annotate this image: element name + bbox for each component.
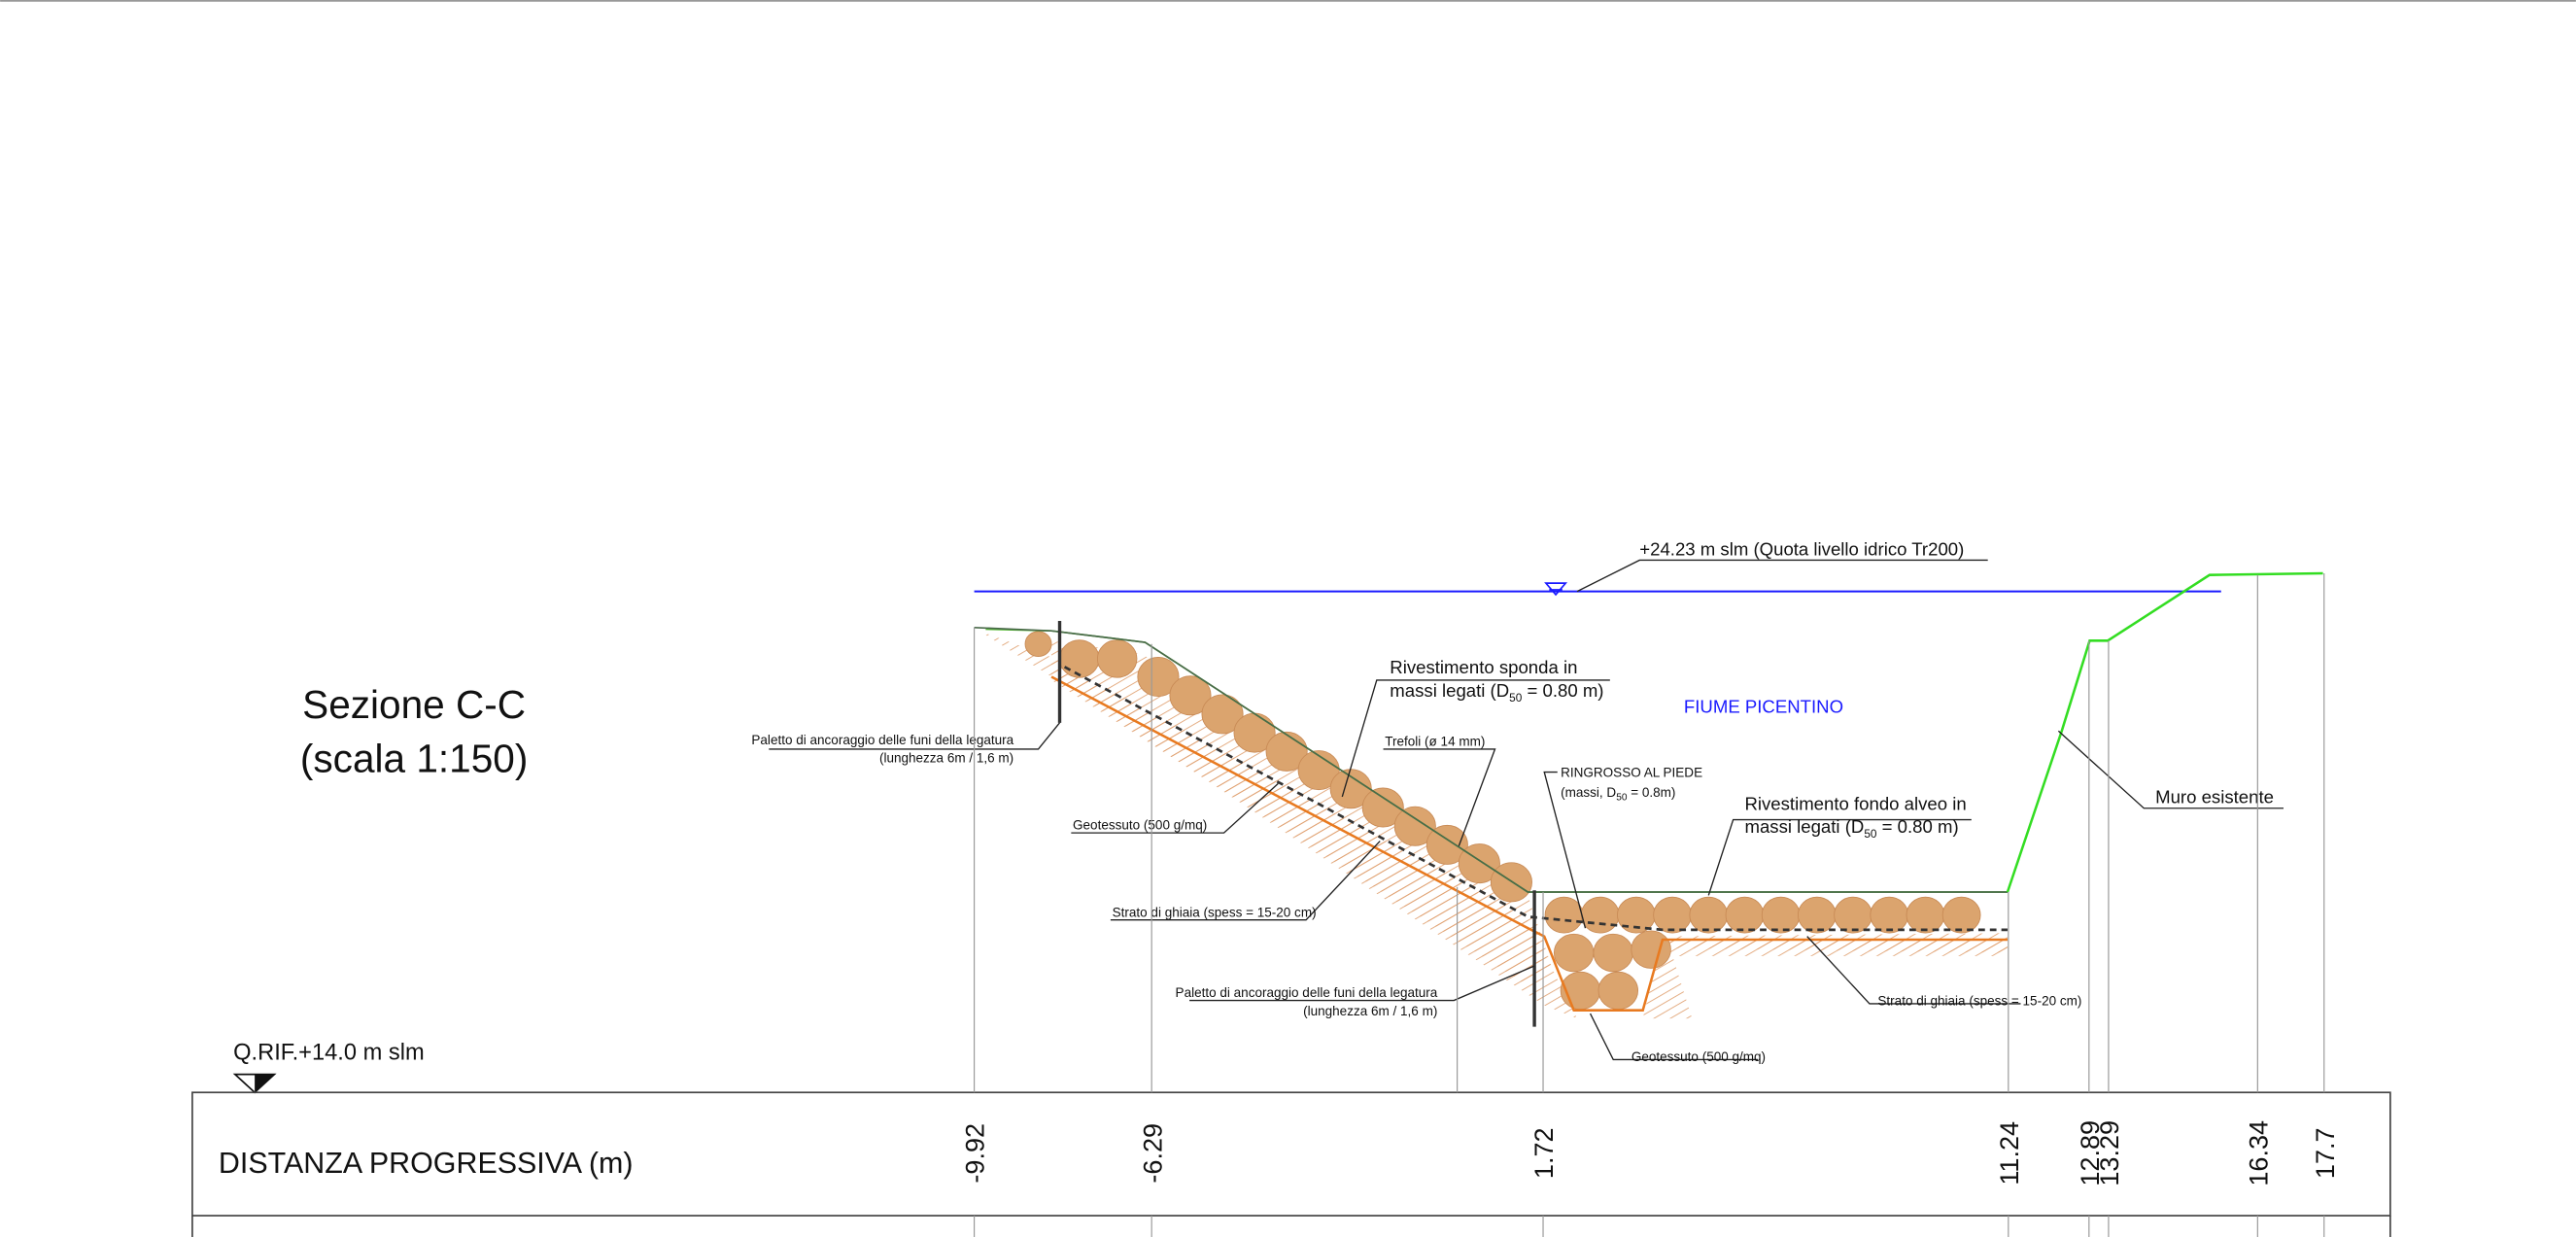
boulder (1653, 896, 1692, 934)
annotation: Rivestimento sponda in massi legati (D50… (751, 657, 2284, 1064)
boulder (1906, 896, 1945, 934)
leader (2057, 730, 2284, 809)
leader (1071, 782, 1279, 834)
gravel-layer (1063, 666, 2008, 932)
distance-value: 12.89 (2076, 1120, 2105, 1186)
boulder (1725, 896, 1765, 934)
label: Geotessuto (500 g/mq) (1631, 1049, 1766, 1064)
water-symbol (1544, 582, 1568, 597)
geotextile-line (1050, 675, 2008, 1012)
label: (massi, D50 = 0.8m) (1561, 785, 1675, 803)
boulder (1761, 896, 1801, 934)
label: Trefoli (ø 14 mm) (1385, 735, 1485, 749)
leader (1189, 965, 1535, 1002)
reference-label: Q.RIF.+14.0 m slm (233, 1040, 425, 1065)
label: Rivestimento sponda in (1390, 657, 1577, 677)
text-part: massi legati (D (1390, 680, 1509, 701)
ground-line (974, 626, 2008, 893)
distance-value: 1.72 (1529, 1127, 1559, 1179)
boulder (1169, 675, 1212, 716)
boulder (1297, 750, 1340, 791)
label: (lunghezza 6m / 1,6 m) (1303, 1004, 1437, 1018)
boulder (1059, 639, 1100, 678)
text-part: = 0.80 m) (1877, 816, 1959, 837)
subscript: 50 (1864, 827, 1877, 841)
label: Strato di ghiaia (spess = 15-20 cm) (1877, 994, 2081, 1009)
boulder (1597, 971, 1639, 1011)
boulder (1096, 639, 1138, 678)
section-scale: (scala 1:150) (300, 737, 528, 781)
label: massi legati (D50 = 0.80 m) (1744, 816, 1958, 841)
water-level-label: +24.23 m slm (Quota livello idrico Tr200… (1639, 538, 1964, 559)
boulder (1870, 896, 1909, 934)
distance-value: 16.34 (2244, 1120, 2273, 1186)
text-part: = 0.80 m) (1522, 680, 1603, 701)
label: Strato di ghiaia (spess = 15-20 cm) (1113, 905, 1317, 919)
reference-symbol (255, 1074, 275, 1093)
leader (1341, 679, 1610, 798)
boulder (1024, 631, 1052, 657)
boulder (1425, 824, 1468, 865)
label: Rivestimento fondo alveo in (1744, 793, 1966, 813)
boulder (1553, 933, 1595, 973)
table-label: DISTANZA PROGRESSIVA (m) (219, 1147, 634, 1180)
text-part: massi legati (D (1744, 816, 1864, 837)
leader (1543, 771, 1587, 929)
text-part: = 0.8m) (1627, 785, 1675, 800)
boulder (1137, 657, 1180, 698)
boulder (1393, 806, 1436, 846)
section-title: Sezione C-C (302, 682, 526, 727)
leader (1576, 559, 1988, 593)
boulder (1544, 896, 1584, 934)
leader (1110, 841, 1381, 921)
boulder (1797, 896, 1837, 934)
label: Paletto di ancoraggio delle funi della l… (1176, 985, 1438, 1000)
label: Muro esistente (2155, 787, 2274, 807)
boulder (1361, 787, 1404, 828)
leader (1806, 936, 2021, 1005)
boulder (1593, 933, 1633, 973)
leader (1589, 1013, 1759, 1061)
distance-value: 17.7 (2311, 1127, 2340, 1179)
label: (lunghezza 6m / 1,6 m) (879, 750, 1013, 765)
label: Paletto di ancoraggio delle funi della l… (751, 733, 1013, 747)
leader (1383, 748, 1496, 846)
boulder (1834, 896, 1872, 934)
distance-value: -9.92 (961, 1123, 990, 1184)
label: massi legati (D50 = 0.80 m) (1390, 680, 1603, 704)
boulder (1689, 896, 1729, 934)
leader (769, 722, 1061, 750)
distance-value: 11.24 (1995, 1121, 2024, 1185)
subscript: 50 (1616, 792, 1628, 803)
table-frame (191, 1091, 2391, 1217)
distance-value: -6.29 (1138, 1123, 1167, 1184)
soil-hatch (1659, 933, 2008, 956)
subscript: 50 (1509, 691, 1523, 704)
label: Geotessuto (500 g/mq) (1073, 818, 1207, 833)
text-part: (massi, D (1561, 785, 1616, 800)
boulder (1941, 896, 1981, 934)
river-label: FIUME PICENTINO (1684, 697, 1843, 717)
distance-value: 13.29 (2095, 1120, 2124, 1186)
label: RINGROSSO AL PIEDE (1561, 766, 1702, 780)
boulder (1631, 930, 1671, 969)
boulder (1580, 896, 1620, 934)
boulder (1201, 694, 1244, 735)
leader (1707, 818, 1972, 896)
wall-line (2006, 571, 2323, 893)
